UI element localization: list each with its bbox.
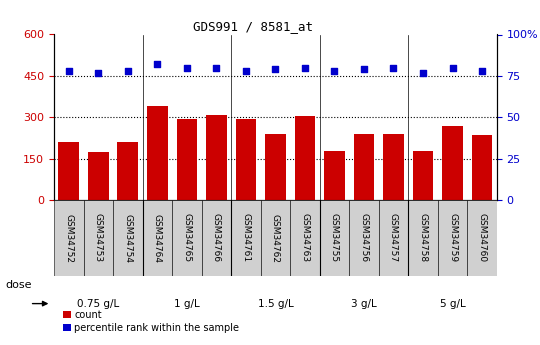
Bar <box>143 200 172 276</box>
Bar <box>467 200 497 276</box>
Legend: count, percentile rank within the sample: count, percentile rank within the sample <box>59 306 244 337</box>
Title: GDS991 / 8581_at: GDS991 / 8581_at <box>193 20 313 33</box>
Point <box>212 65 221 70</box>
Text: dose: dose <box>5 280 32 289</box>
Text: GSM34761: GSM34761 <box>241 214 251 263</box>
Text: 1.5 g/L: 1.5 g/L <box>258 299 293 308</box>
Bar <box>379 200 408 276</box>
Bar <box>324 151 345 200</box>
Text: GSM34752: GSM34752 <box>64 214 73 263</box>
Bar <box>235 119 256 200</box>
Point <box>241 68 250 74</box>
Point <box>330 68 339 74</box>
Text: GSM34765: GSM34765 <box>183 214 191 263</box>
Text: GSM34760: GSM34760 <box>477 214 487 263</box>
Text: 3 g/L: 3 g/L <box>351 299 377 308</box>
Bar <box>118 142 138 200</box>
Bar <box>261 200 290 276</box>
Bar <box>295 116 315 200</box>
Point <box>478 68 487 74</box>
Text: GSM34756: GSM34756 <box>360 214 368 263</box>
Point <box>124 68 132 74</box>
Text: 1 g/L: 1 g/L <box>174 299 200 308</box>
Text: 0.75 g/L: 0.75 g/L <box>77 299 119 308</box>
Point <box>301 65 309 70</box>
Bar <box>320 200 349 276</box>
Bar <box>383 134 404 200</box>
Point <box>389 65 398 70</box>
Text: 5 g/L: 5 g/L <box>440 299 465 308</box>
Bar <box>58 142 79 200</box>
Bar <box>147 106 167 200</box>
Point <box>360 67 368 72</box>
Bar <box>472 135 492 200</box>
Text: GSM34757: GSM34757 <box>389 214 398 263</box>
Bar <box>408 200 438 276</box>
Text: GSM34763: GSM34763 <box>300 214 309 263</box>
Bar <box>88 152 109 200</box>
Bar <box>265 134 286 200</box>
Text: GSM34753: GSM34753 <box>94 214 103 263</box>
Point <box>271 67 280 72</box>
Point <box>153 61 161 67</box>
Text: GSM34758: GSM34758 <box>418 214 428 263</box>
Text: GSM34759: GSM34759 <box>448 214 457 263</box>
Point <box>64 68 73 74</box>
Text: GSM34762: GSM34762 <box>271 214 280 263</box>
Bar <box>349 200 379 276</box>
Bar <box>113 200 143 276</box>
Bar <box>54 200 84 276</box>
Bar <box>354 134 374 200</box>
Text: GSM34755: GSM34755 <box>330 214 339 263</box>
Point <box>183 65 191 70</box>
Bar <box>206 115 227 200</box>
Text: GSM34754: GSM34754 <box>123 214 132 263</box>
Point <box>418 70 427 75</box>
Bar <box>177 119 197 200</box>
Bar <box>172 200 201 276</box>
Point <box>94 70 103 75</box>
Bar <box>201 200 231 276</box>
Point <box>448 65 457 70</box>
Bar <box>442 126 463 200</box>
Bar <box>290 200 320 276</box>
Text: GSM34764: GSM34764 <box>153 214 162 263</box>
Text: GSM34766: GSM34766 <box>212 214 221 263</box>
Bar <box>231 200 261 276</box>
Bar <box>413 151 433 200</box>
Bar <box>438 200 467 276</box>
Bar <box>84 200 113 276</box>
